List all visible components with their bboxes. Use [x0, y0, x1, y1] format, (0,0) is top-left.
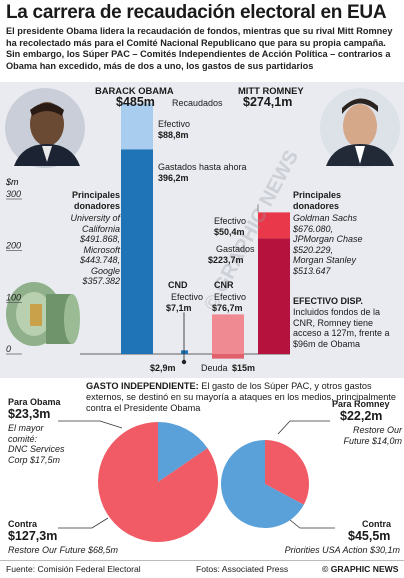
romney-against-detail: Priorities USA Action $30,1m — [284, 545, 400, 555]
cnd-cash-value: $7,1m — [166, 303, 192, 313]
obama-against-detail: Restore Our Future $68,5m — [8, 545, 119, 555]
romney-against-leader — [289, 519, 335, 529]
footer-source: Fuente: Comisión Federal Electoral — [6, 564, 141, 574]
romney-pie — [221, 440, 309, 528]
cnr-label: CNR — [214, 280, 234, 290]
obama-spent-bar — [121, 149, 153, 354]
cnr-debt-value: $15m — [232, 363, 256, 373]
obama-pie-slice-0 — [158, 422, 208, 482]
romney-name: MITT ROMNEY — [238, 85, 304, 96]
romney-against-title: Contra — [362, 519, 391, 529]
romney-spent-bar — [258, 238, 290, 354]
y-tick-label: 200 — [5, 241, 21, 251]
romney-cash-label: Efectivo — [214, 216, 247, 226]
footer-credit: © GRAPHIC NEWS — [322, 564, 399, 574]
romney-pie-slice-0 — [265, 440, 309, 505]
obama-pie — [98, 422, 218, 542]
obama-name: BARACK OBAMA — [95, 85, 174, 96]
cnd-label: CND — [168, 280, 188, 290]
romney-cash-bar — [258, 212, 290, 239]
obama-for-title: Para Obama — [8, 397, 61, 407]
cnd-cash-label: Efectivo — [171, 292, 204, 302]
romney-donors-list: Goldman Sachs $676.080, JPMorgan Chase $… — [293, 213, 363, 276]
fundraising-chart-panel: $m 300 200 100 0 © GRAPHIC NEWS BARACK OBAMA… — [0, 82, 404, 378]
romney-spent-value: $223,7m — [208, 255, 244, 265]
romney-cash-value: $50,4m — [214, 227, 245, 237]
debt-label: Deuda — [201, 363, 228, 373]
cnr-cash-bar — [212, 314, 244, 354]
obama-against-amount: $127,3m — [8, 529, 58, 543]
romney-against-amount: $45,5m — [348, 529, 391, 543]
gasto-heading: GASTO INDEPENDIENTE: — [86, 381, 199, 391]
obama-donors-list: University of California $491.868, Micro… — [70, 213, 120, 286]
money-roll-icon — [6, 282, 80, 346]
y-tick-label: 300 — [6, 189, 21, 199]
romney-total: $274,1m — [243, 95, 293, 109]
obama-cash-value: $88,8m — [158, 130, 189, 140]
gasto-text: GASTO INDEPENDIENTE: El gasto de los Súp… — [86, 381, 396, 414]
y-axis-unit-label: $m — [5, 177, 19, 187]
obama-donors-heading: Principales donadores — [71, 190, 120, 211]
independent-spending-pies — [58, 420, 335, 542]
deck-text: El presidente Obama lidera la recaudació… — [6, 26, 393, 71]
obama-spent-value: 396,2m — [158, 173, 189, 183]
footer: Fuente: Comisión Federal Electoral Fotos… — [0, 560, 404, 578]
recaudados-label: Recaudados — [172, 98, 223, 108]
efectivo-disp-text: Incluidos fondos de la CNR, Romney tiene… — [293, 307, 390, 349]
obama-spent-label: Gastados hasta ahora — [158, 162, 247, 172]
cnr-debt-bar — [212, 354, 244, 359]
cnr-cash-label: Efectivo — [214, 292, 247, 302]
romney-for-leader — [277, 420, 330, 435]
romney-for-title: Para Romney — [332, 399, 390, 409]
obama-for-amount: $23,3m — [8, 407, 51, 421]
obama-pie-slice-1 — [98, 422, 218, 542]
gasto-body: El gasto de los Súper PAC, y otros gasto… — [86, 381, 396, 413]
romney-donors-heading: Principales donadores — [293, 190, 342, 211]
romney-for-detail: Restore Our Future $14,0m — [343, 425, 402, 446]
obama-for-leader — [58, 420, 123, 429]
efectivo-disp-heading: EFECTIVO DISP. — [293, 296, 363, 306]
obama-cash-bar — [121, 103, 153, 150]
cnd-cash-bar — [181, 350, 188, 354]
y-tick-label: 100 — [6, 292, 21, 302]
romney-photo — [320, 88, 400, 168]
cnd-debt-dot — [181, 359, 187, 365]
cnr-cash-value: $76,7m — [212, 303, 243, 313]
obama-total: $485m — [116, 95, 155, 109]
romney-for-amount: $22,2m — [340, 409, 383, 423]
romney-spent-label: Gastados — [216, 244, 255, 254]
obama-for-detail: El mayor comité: DNC Services Corp $17,5… — [8, 423, 65, 465]
obama-cash-label: Efectivo — [158, 119, 191, 129]
bar-marks — [121, 103, 290, 365]
obama-against-title: Contra — [8, 519, 37, 529]
cnd-debt-value: $2,9m — [150, 363, 176, 373]
obama-photo — [5, 88, 85, 168]
y-tick-label: 0 — [6, 344, 11, 354]
obama-against-leader — [58, 517, 109, 529]
independent-spending-section: GASTO INDEPENDIENTE: El gasto de los Súp… — [0, 378, 404, 560]
page-title: La carrera de recaudación electoral en E… — [6, 2, 387, 23]
footer-photos: Fotos: Associated Press — [196, 564, 289, 574]
romney-pie-slice-1 — [221, 440, 304, 528]
